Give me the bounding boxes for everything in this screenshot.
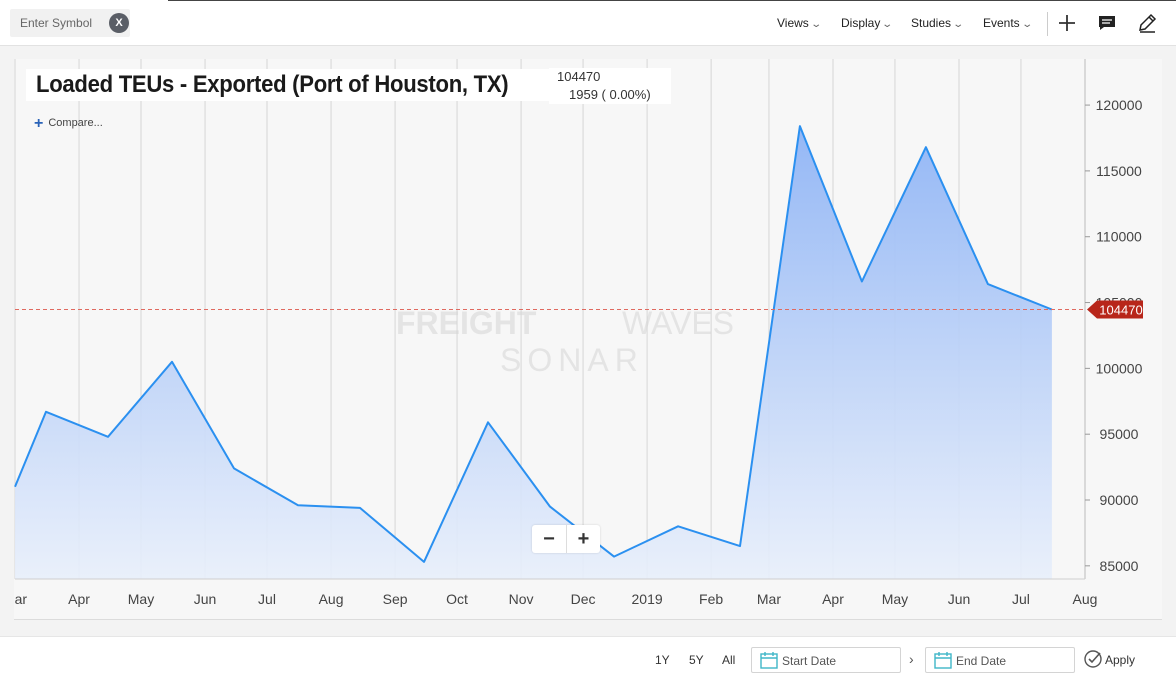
x-tick-label: Dec — [571, 591, 596, 607]
events-menu-label: Events — [983, 16, 1020, 30]
watermark-line1-light: WAVES — [622, 305, 734, 341]
events-menu[interactable]: Events⌄ — [983, 16, 1033, 30]
toolbar-top-border — [168, 0, 1176, 1]
watermark-line2: SONAR — [500, 342, 644, 378]
x-tick-label: Sep — [383, 591, 408, 607]
plus-icon[interactable] — [1056, 12, 1078, 34]
watermark-line1-bold: FREIGHT — [396, 305, 537, 341]
y-tick-label: 100000 — [1096, 360, 1143, 376]
x-tick-label: Apr — [822, 591, 844, 607]
date-range-footer: 1Y 5Y All Start Date › End Date Apply — [0, 636, 1176, 680]
calendar-icon — [934, 651, 952, 674]
x-tick-label: Apr — [68, 591, 90, 607]
display-menu-label: Display — [841, 16, 881, 30]
x-tick-label: 2019 — [632, 591, 663, 607]
chevron-down-icon: ⌄ — [881, 19, 894, 30]
chevron-down-icon: ⌄ — [952, 19, 965, 30]
x-tick-label: May — [882, 591, 908, 607]
studies-menu-label: Studies — [911, 16, 952, 30]
pencil-icon[interactable] — [1136, 12, 1158, 34]
x-tick-label: Nov — [509, 591, 534, 607]
last-value-marker — [1087, 300, 1143, 319]
range-1y-button[interactable]: 1Y — [655, 653, 670, 667]
chart-title: Loaded TEUs - Exported (Port of Houston,… — [36, 71, 509, 98]
end-date-placeholder: End Date — [956, 654, 1007, 668]
series-area — [15, 126, 1052, 579]
comment-icon[interactable] — [1096, 12, 1118, 34]
end-date-input[interactable]: End Date — [925, 647, 1075, 673]
zoom-in-button[interactable]: + — [566, 525, 600, 553]
x-tick-label: May — [128, 591, 154, 607]
zoom-out-button[interactable]: − — [543, 528, 555, 550]
plus-icon: + — [34, 115, 44, 132]
x-tick-label: Mar — [14, 591, 27, 607]
series-line — [14, 125, 1053, 563]
x-tick-label: Jun — [948, 591, 971, 607]
start-date-input[interactable]: Start Date — [751, 647, 901, 673]
symbol-placeholder: Enter Symbol — [20, 16, 93, 30]
studies-menu[interactable]: Studies⌄ — [911, 16, 965, 30]
y-tick-label: 110000 — [1096, 229, 1142, 245]
compare-button[interactable]: + Compare... — [34, 115, 103, 133]
x-tick-label: Jul — [1012, 591, 1030, 607]
chevron-down-icon: ⌄ — [1021, 19, 1033, 30]
toolbar-divider — [1047, 12, 1048, 36]
start-date-placeholder: Start Date — [782, 654, 837, 668]
change-value: 1959 ( 0.00%) — [569, 87, 651, 102]
chevron-right-icon: › — [909, 651, 914, 667]
last-value: 104470 — [557, 69, 601, 84]
last-value-marker-label: 104470 — [1099, 303, 1142, 318]
symbol-search-input[interactable]: Enter Symbol X — [10, 9, 130, 37]
x-tick-label: Jul — [258, 591, 276, 607]
top-toolbar: Enter Symbol X Views⌄ Display⌄ Studies⌄ … — [0, 0, 1176, 46]
x-tick-label: Aug — [319, 591, 344, 607]
y-tick-label: 95000 — [1100, 426, 1139, 442]
x-tick-label: Aug — [1073, 591, 1098, 607]
y-tick-label: 90000 — [1100, 492, 1139, 508]
apply-button[interactable]: Apply — [1083, 649, 1135, 671]
x-tick-label: Oct — [446, 591, 468, 607]
y-tick-label: 120000 — [1096, 97, 1143, 113]
x-tick-label: Feb — [699, 591, 723, 607]
range-5y-button[interactable]: 5Y — [689, 653, 704, 667]
chart-title-box: Loaded TEUs - Exported (Port of Houston,… — [26, 69, 560, 101]
views-menu-label: Views — [777, 16, 809, 30]
apply-label: Apply — [1105, 653, 1136, 667]
calendar-icon — [760, 651, 778, 674]
chevron-down-icon: ⌄ — [810, 19, 822, 30]
display-menu[interactable]: Display⌄ — [841, 16, 894, 30]
compare-label: Compare... — [48, 117, 103, 129]
y-tick-label: 115000 — [1096, 163, 1142, 179]
views-menu[interactable]: Views⌄ — [777, 16, 822, 30]
range-all-button[interactable]: All — [722, 653, 736, 667]
last-value-box: 104470 1959 ( 0.00%) — [549, 68, 671, 104]
x-tick-label: Jun — [194, 591, 217, 607]
x-tick-label: Mar — [757, 591, 781, 607]
zoom-controls: − + — [532, 525, 600, 553]
y-tick-label: 85000 — [1100, 558, 1139, 574]
clear-symbol-button[interactable]: X — [109, 13, 129, 33]
check-circle-icon — [1084, 650, 1102, 668]
